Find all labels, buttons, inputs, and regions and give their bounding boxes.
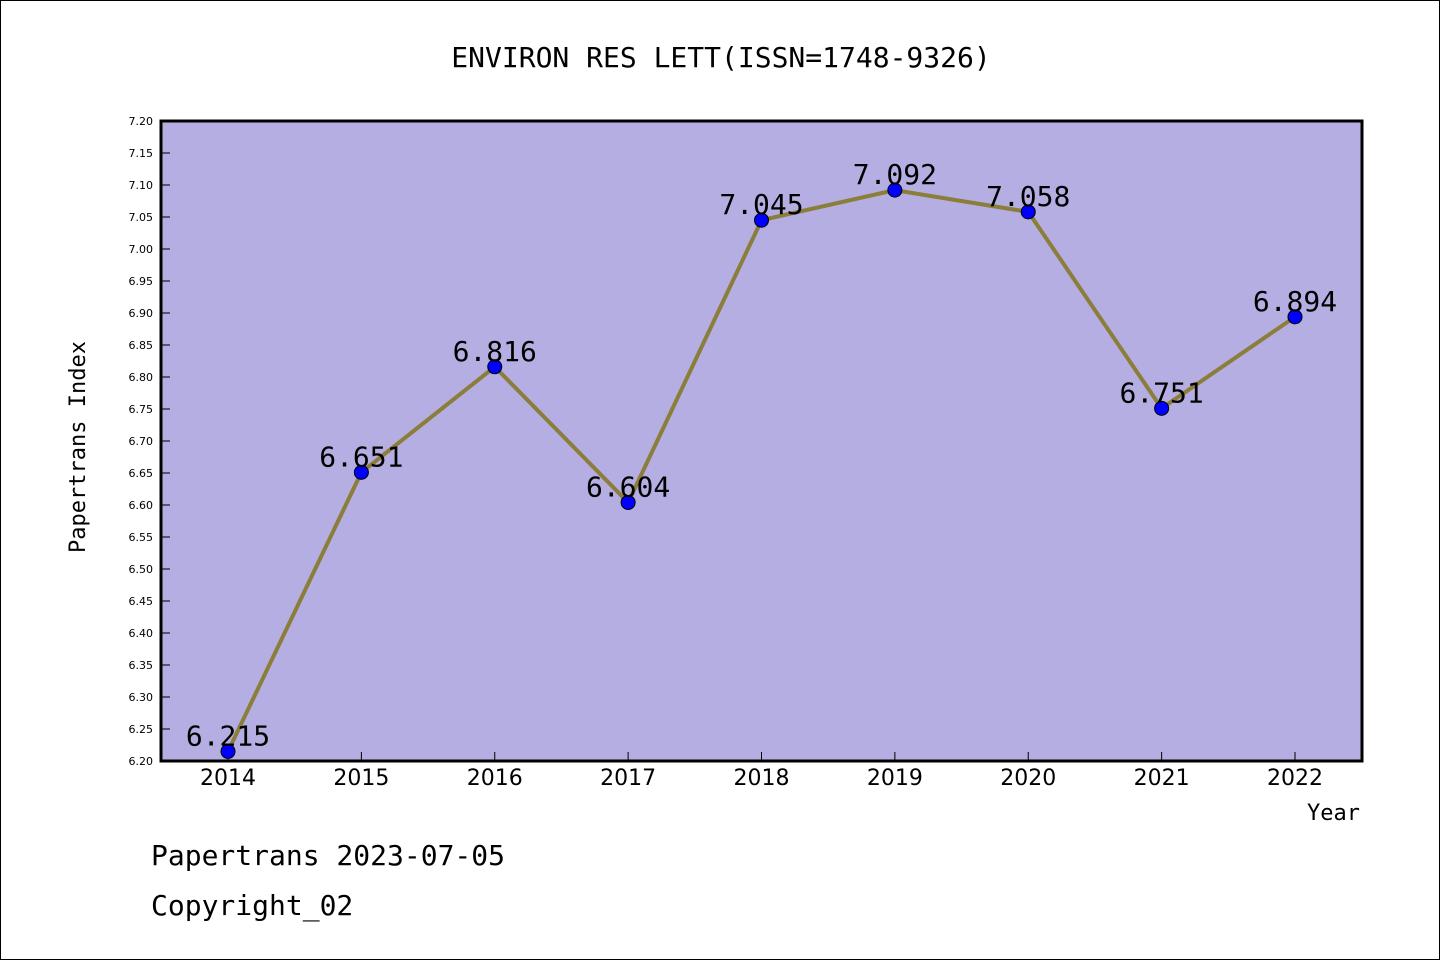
y-tick-label: 6.95 bbox=[129, 275, 154, 288]
data-point bbox=[1287, 309, 1303, 325]
x-axis-label: Year bbox=[1307, 801, 1360, 826]
y-tick-label: 6.80 bbox=[129, 371, 154, 384]
data-point bbox=[887, 182, 903, 198]
y-tick-label: 6.35 bbox=[129, 659, 154, 672]
footer-copyright: Copyright_02 bbox=[151, 889, 353, 923]
data-label: 7.045 bbox=[719, 188, 803, 221]
y-tick-label: 6.30 bbox=[129, 691, 154, 704]
y-tick-label: 6.20 bbox=[129, 755, 154, 768]
data-label: 6.215 bbox=[186, 719, 270, 752]
data-label: 6.894 bbox=[1253, 285, 1337, 318]
data-point bbox=[754, 212, 769, 228]
x-axis: 2014 2015 2016 2017 2018 2019 2020 2021 2022 bbox=[200, 752, 1323, 791]
x-tick-label: 2021 bbox=[1134, 766, 1190, 791]
y-tick-label: 6.55 bbox=[129, 531, 154, 544]
y-tick-label: 6.45 bbox=[129, 595, 154, 608]
y-axis: 6.20 6.25 6.30 6.35 6.40 6.45 6.50 6.55 6.60 6.65… bbox=[129, 115, 170, 768]
data-label: 6.751 bbox=[1119, 376, 1203, 409]
y-tick-label: 6.25 bbox=[129, 723, 154, 736]
data-label: 6.604 bbox=[586, 470, 670, 503]
y-tick-label: 7.10 bbox=[129, 179, 154, 192]
y-tick-label: 7.00 bbox=[129, 243, 154, 256]
x-tick-label: 2015 bbox=[333, 766, 389, 791]
chart-title: ENVIRON RES LETT(ISSN=1748-9326) bbox=[451, 41, 990, 74]
y-axis-label: Papertrans Index bbox=[66, 341, 91, 553]
footer-date: Papertrans 2023-07-05 bbox=[151, 839, 505, 872]
y-tick-label: 6.65 bbox=[129, 467, 154, 480]
data-label: 7.058 bbox=[986, 180, 1070, 213]
y-tick-label: 6.90 bbox=[129, 307, 154, 320]
y-tick-label: 6.60 bbox=[129, 499, 154, 512]
x-tick-label: 2017 bbox=[600, 766, 656, 791]
data-point bbox=[1154, 400, 1170, 416]
data-label: 7.092 bbox=[853, 158, 937, 191]
data-point bbox=[620, 494, 636, 510]
data-label: 6.651 bbox=[319, 440, 403, 473]
series-group: 6.215 6.651 6.816 6.604 7.045 7.092 7.058 6.751… bbox=[186, 158, 1337, 759]
y-tick-label: 6.75 bbox=[129, 403, 154, 416]
data-point bbox=[1020, 204, 1036, 220]
y-tick-label: 6.40 bbox=[129, 627, 154, 640]
y-tick-label: 6.50 bbox=[129, 563, 154, 576]
data-point bbox=[487, 359, 503, 375]
data-label: 6.816 bbox=[453, 335, 537, 368]
x-tick-label: 2020 bbox=[1000, 766, 1056, 791]
y-tick-label: 6.85 bbox=[129, 339, 154, 352]
y-tick-label: 7.15 bbox=[129, 147, 154, 160]
y-tick-label: 7.20 bbox=[129, 115, 154, 128]
x-tick-label: 2019 bbox=[867, 766, 923, 791]
x-tick-label: 2016 bbox=[467, 766, 523, 791]
y-tick-label: 6.70 bbox=[129, 435, 154, 448]
data-point bbox=[353, 464, 369, 480]
x-tick-label: 2018 bbox=[734, 766, 790, 791]
x-tick-label: 2014 bbox=[200, 766, 256, 791]
x-tick-label: 2022 bbox=[1267, 766, 1323, 791]
y-tick-label: 7.05 bbox=[129, 211, 154, 224]
data-point bbox=[220, 743, 236, 759]
